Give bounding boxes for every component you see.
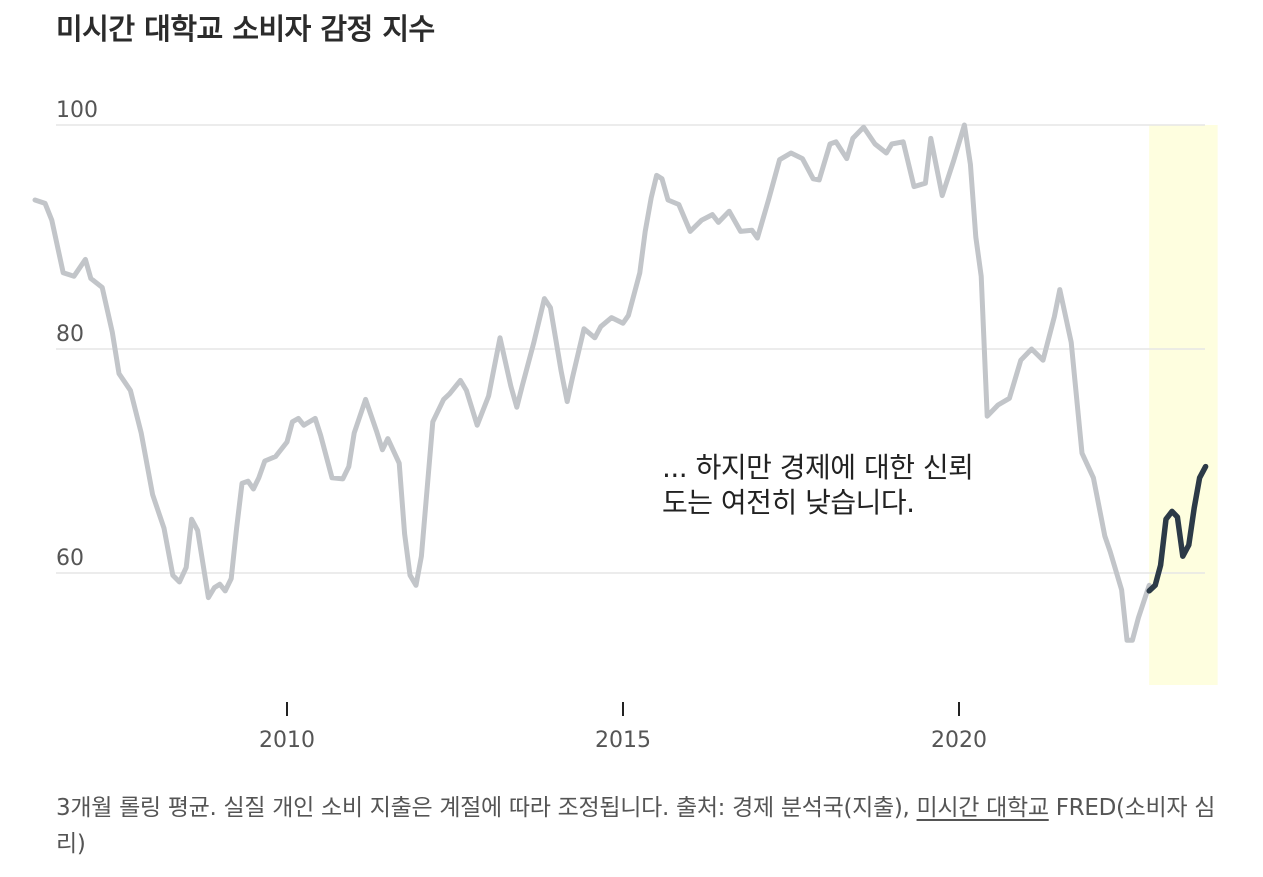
highlight-band — [1149, 125, 1218, 685]
x-axis: 2010 2015 2020 — [259, 702, 987, 753]
x-tick-label-2020: 2020 — [931, 728, 987, 753]
y-tick-label-100: 100 — [56, 98, 98, 123]
series-lines — [32, 122, 1209, 643]
y-tick-label-80: 80 — [56, 322, 84, 347]
gridlines — [56, 124, 1205, 574]
chart-annotation: ... 하지만 경제에 대한 신뢰도는 여전히 낮습니다. — [662, 451, 974, 519]
x-tick-label-2010: 2010 — [259, 728, 315, 753]
source-link-michigan[interactable]: 미시간 대학교 — [916, 795, 1049, 821]
series-line-recent — [1146, 463, 1209, 594]
series-line-history — [32, 122, 1152, 643]
source-note-text: 3개월 롤링 평균. 실질 개인 소비 지출은 계절에 따라 조정됩니다. 출처… — [56, 795, 917, 821]
y-axis-labels: 60 80 100 — [56, 98, 98, 571]
source-note-suffix: FRED(소비자 심리) — [56, 795, 1216, 857]
source-note: 3개월 롤링 평균. 실질 개인 소비 지출은 계절에 따라 조정됩니다. 출처… — [56, 790, 1216, 862]
highlight-band-layer — [1149, 125, 1218, 685]
chart-title: 미시간 대학교 소비자 감정 지수 — [56, 12, 435, 46]
y-tick-label-60: 60 — [56, 546, 84, 571]
line-chart: 60 80 100 2010 2015 2020 — [32, 98, 1218, 753]
x-tick-label-2015: 2015 — [595, 728, 651, 753]
